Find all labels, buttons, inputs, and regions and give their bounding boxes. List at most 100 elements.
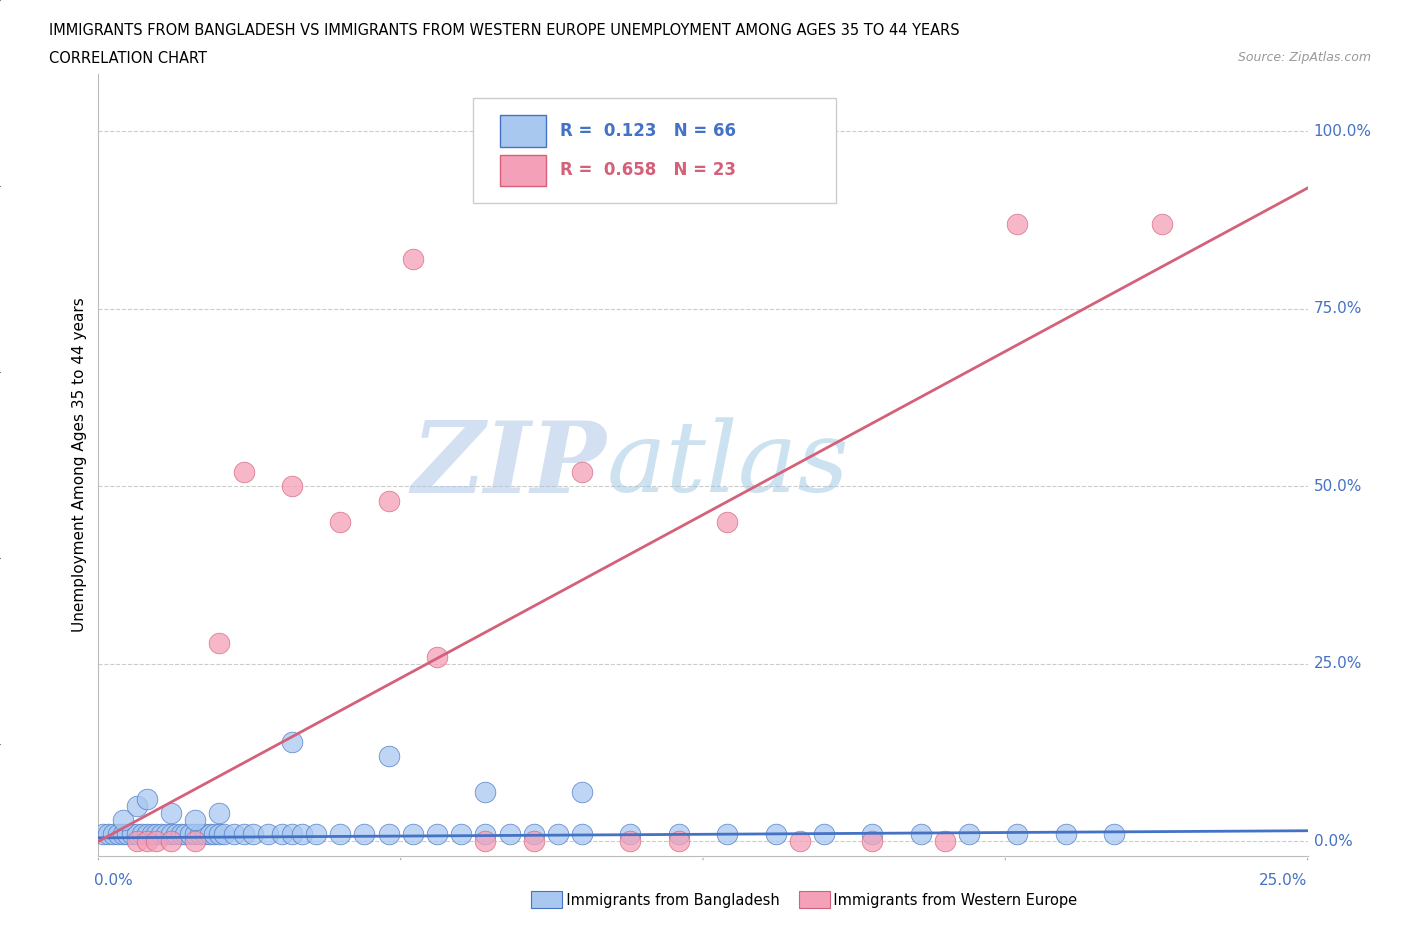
Point (111, 813, 134, 828)
Point (474, 784, 496, 799)
Point (194, 827, 217, 842)
Point (135, 834, 157, 849)
Point (402, 827, 425, 842)
Point (474, 827, 496, 842)
Point (184, 813, 207, 828)
Point (1102, 827, 1125, 842)
Point (121, 827, 143, 842)
FancyBboxPatch shape (501, 154, 546, 186)
Point (668, 827, 690, 842)
Point (329, 514, 352, 529)
Point (281, 735, 304, 750)
Text: Immigrants from Bangladesh: Immigrants from Bangladesh (534, 893, 780, 908)
Point (402, 252, 425, 267)
Point (377, 749, 399, 764)
Point (155, 827, 177, 842)
Point (204, 827, 226, 842)
Point (212, 827, 235, 842)
Point (271, 827, 294, 842)
Point (135, 827, 157, 842)
Point (571, 465, 593, 480)
Point (910, 827, 932, 842)
Text: 0.0%: 0.0% (1313, 834, 1353, 849)
Text: atlas: atlas (606, 418, 849, 512)
Text: IMMIGRANTS FROM BANGLADESH VS IMMIGRANTS FROM WESTERN EUROPE UNEMPLOYMENT AMONG : IMMIGRANTS FROM BANGLADESH VS IMMIGRANTS… (49, 23, 960, 38)
Point (256, 827, 278, 842)
Point (135, 791, 157, 806)
Text: 25.0%: 25.0% (1260, 873, 1308, 888)
Point (127, 799, 149, 814)
Point (329, 827, 352, 842)
Text: 50.0%: 50.0% (1313, 479, 1362, 494)
Point (377, 493, 399, 508)
Point (1007, 216, 1029, 231)
Point (91, 827, 114, 842)
Point (232, 827, 254, 842)
Point (107, 827, 129, 842)
Point (547, 827, 569, 842)
Point (141, 827, 163, 842)
Point (377, 827, 399, 842)
Point (765, 827, 787, 842)
Point (184, 834, 207, 849)
Point (208, 805, 231, 820)
FancyBboxPatch shape (474, 98, 837, 204)
Point (523, 834, 546, 849)
Point (353, 827, 375, 842)
Text: 75.0%: 75.0% (1313, 301, 1362, 316)
Point (198, 827, 221, 842)
Point (860, 834, 883, 849)
Point (169, 827, 191, 842)
Text: R =  0.658   N = 23: R = 0.658 N = 23 (561, 161, 737, 179)
Text: 100.0%: 100.0% (1313, 124, 1372, 139)
Point (789, 834, 811, 849)
Point (117, 827, 139, 842)
Text: ZIP: ZIP (412, 417, 606, 513)
Point (160, 805, 183, 820)
Point (860, 827, 883, 842)
Point (160, 827, 183, 842)
Text: 0.0%: 0.0% (94, 873, 132, 888)
Bar (799, 891, 830, 908)
Point (97, 827, 120, 842)
Point (668, 834, 690, 849)
FancyBboxPatch shape (501, 115, 546, 147)
Y-axis label: Unemployment Among Ages 35 to 44 years: Unemployment Among Ages 35 to 44 years (72, 298, 87, 632)
Point (188, 827, 211, 842)
Point (716, 827, 738, 842)
Point (523, 827, 546, 842)
Point (1152, 216, 1174, 231)
Point (127, 834, 149, 849)
Point (450, 827, 472, 842)
Point (111, 827, 134, 842)
Point (813, 827, 835, 842)
Point (174, 827, 197, 842)
Point (957, 827, 980, 842)
Point (934, 834, 956, 849)
Bar (531, 891, 562, 908)
Point (232, 465, 254, 480)
Point (208, 827, 231, 842)
Point (571, 827, 593, 842)
Point (150, 827, 173, 842)
Point (290, 827, 312, 842)
Point (1007, 827, 1029, 842)
Point (619, 834, 641, 849)
Point (281, 479, 304, 494)
Text: 25.0%: 25.0% (1313, 657, 1362, 671)
Point (474, 834, 496, 849)
Point (281, 827, 304, 842)
Point (426, 649, 449, 664)
Point (716, 514, 738, 529)
Point (160, 834, 183, 849)
Point (498, 827, 520, 842)
Point (127, 827, 149, 842)
Point (131, 827, 153, 842)
Point (1054, 827, 1077, 842)
Point (571, 784, 593, 799)
Text: CORRELATION CHART: CORRELATION CHART (49, 51, 207, 66)
Text: Source: ZipAtlas.com: Source: ZipAtlas.com (1237, 51, 1371, 64)
Point (145, 827, 167, 842)
Text: Immigrants from Western Europe: Immigrants from Western Europe (801, 893, 1077, 908)
Point (242, 827, 264, 842)
